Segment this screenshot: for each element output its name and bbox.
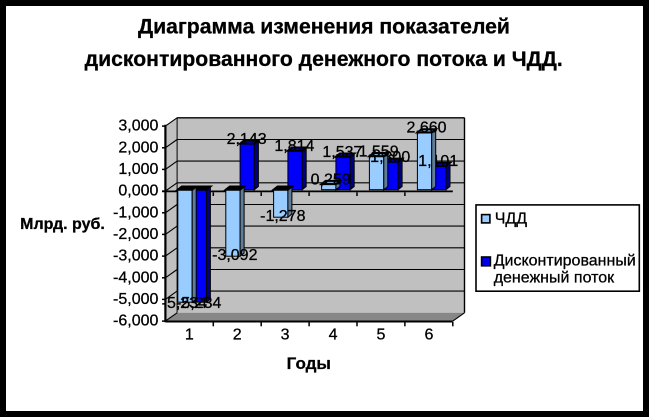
svg-text:-3,000: -3,000 (113, 248, 158, 265)
svg-text:-3,092: -3,092 (212, 247, 257, 264)
svg-text:-1,000: -1,000 (113, 204, 158, 221)
svg-text:дисконтированного денежного по: дисконтированного денежного потока и ЧДД… (85, 48, 563, 71)
svg-text:4: 4 (329, 327, 338, 344)
svg-text:1: 1 (185, 327, 194, 344)
svg-text:1,814: 1,814 (274, 138, 314, 155)
svg-text:-4,000: -4,000 (113, 269, 158, 286)
svg-text:0,259: 0,259 (311, 171, 351, 188)
svg-text:2,000: 2,000 (118, 139, 158, 156)
svg-text:денежный поток: денежный поток (494, 270, 615, 287)
svg-text:0,000: 0,000 (118, 183, 158, 200)
svg-text:3,000: 3,000 (118, 118, 158, 135)
svg-text:-2,000: -2,000 (113, 226, 158, 243)
svg-text:1,000: 1,000 (118, 161, 158, 178)
svg-text:Годы: Годы (287, 354, 331, 373)
svg-text:-6,000: -6,000 (113, 313, 158, 330)
svg-text:2: 2 (233, 327, 242, 344)
svg-text:3: 3 (281, 327, 290, 344)
svg-text:1,537: 1,537 (322, 144, 362, 161)
svg-text:Диаграмма изменения показателе: Диаграмма изменения показателей (138, 15, 510, 38)
svg-text:-5,000: -5,000 (113, 291, 158, 308)
svg-text:1,101: 1,101 (418, 153, 458, 170)
svg-text:2,143: 2,143 (227, 131, 267, 148)
svg-text:6: 6 (424, 327, 433, 344)
svg-text:-1,278: -1,278 (260, 208, 305, 225)
svg-text:-5,234: -5,234 (176, 295, 221, 312)
svg-text:1,559: 1,559 (359, 143, 399, 160)
svg-text:-5,234: -5,234 (162, 295, 207, 312)
svg-text:2,660: 2,660 (406, 120, 446, 137)
svg-text:Дисконтированный: Дисконтированный (494, 253, 636, 270)
svg-text:ЧДД: ЧДД (495, 210, 528, 227)
svg-text:5: 5 (376, 327, 385, 344)
svg-text:Млрд. руб.: Млрд. руб. (20, 216, 105, 233)
